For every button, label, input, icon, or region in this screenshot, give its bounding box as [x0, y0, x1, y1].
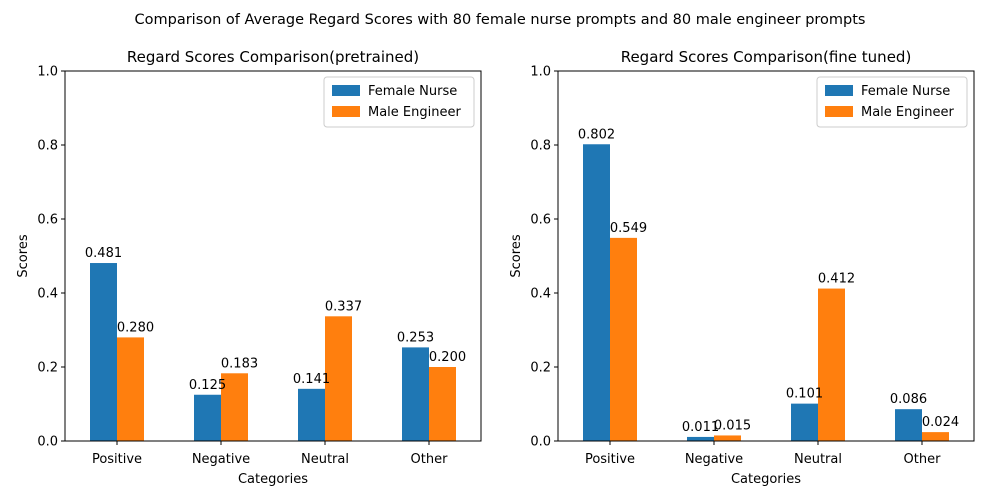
- data-label: 0.280: [117, 320, 154, 335]
- data-label: 0.481: [85, 246, 122, 261]
- legend-swatch: [825, 106, 853, 117]
- legend-swatch: [332, 106, 360, 117]
- y-tick-label: 0.2: [37, 361, 58, 376]
- y-axis-label: Scores: [16, 234, 31, 277]
- chart-title: Regard Scores Comparison(fine tuned): [621, 48, 912, 66]
- x-tick-label: Negative: [192, 452, 250, 467]
- data-label: 0.802: [578, 127, 615, 142]
- x-tick-label: Positive: [585, 452, 635, 467]
- bar-female-nurse-negative: [687, 436, 714, 441]
- bar-female-nurse-positive: [583, 144, 610, 441]
- data-label: 0.086: [890, 392, 927, 407]
- data-label: 0.141: [293, 372, 330, 387]
- bar-male-engineer-other: [922, 432, 949, 441]
- y-tick-label: 0.2: [530, 361, 551, 376]
- bar-male-engineer-negative: [714, 435, 741, 441]
- bar-female-nurse-other: [895, 409, 922, 441]
- y-tick-label: 1.0: [37, 65, 58, 80]
- y-tick-label: 0.8: [37, 139, 58, 154]
- x-tick-label: Neutral: [301, 452, 349, 467]
- x-axis-label: Categories: [731, 472, 801, 487]
- x-tick-label: Other: [411, 452, 449, 467]
- legend: Female Nurse Male Engineer: [816, 76, 968, 128]
- bar-female-nurse-other: [402, 347, 429, 441]
- x-tick-label: Other: [904, 452, 942, 467]
- x-axis-label: Categories: [238, 472, 308, 487]
- bar-female-nurse-neutral: [298, 388, 325, 441]
- y-axis-label: Scores: [509, 234, 524, 277]
- legend-label: Male Engineer: [861, 105, 954, 120]
- x-tick-label: Neutral: [794, 452, 842, 467]
- legend-box: [323, 76, 475, 128]
- bar-male-engineer-neutral: [818, 288, 845, 441]
- y-tick-label: 0.4: [37, 287, 58, 302]
- legend-label: Male Engineer: [368, 105, 461, 120]
- data-label: 0.200: [429, 350, 466, 365]
- data-label: 0.337: [325, 299, 362, 314]
- bar-male-engineer-positive: [610, 237, 637, 441]
- data-label: 0.125: [189, 378, 226, 393]
- data-label: 0.549: [610, 221, 647, 236]
- bar-female-nurse-negative: [194, 394, 221, 441]
- legend: Female Nurse Male Engineer: [323, 76, 475, 128]
- legend-swatch: [332, 85, 360, 96]
- x-tick-label: Positive: [92, 452, 142, 467]
- legend-label: Female Nurse: [861, 84, 950, 99]
- y-tick-label: 1.0: [530, 65, 551, 80]
- x-tick-label: Negative: [685, 452, 743, 467]
- y-tick-label: 0.6: [530, 213, 551, 228]
- figure-suptitle: Comparison of Average Regard Scores with…: [135, 12, 866, 28]
- data-label: 0.015: [714, 418, 751, 433]
- bar-female-nurse-neutral: [791, 403, 818, 441]
- chart-panel-2: 0.802 0.011 0.101 0.086 0.549 0.015 0.412 0.024…: [509, 48, 975, 487]
- legend-swatch: [825, 85, 853, 96]
- data-label: 0.101: [786, 387, 823, 402]
- data-label: 0.412: [818, 272, 855, 287]
- legend-label: Female Nurse: [368, 84, 457, 99]
- y-tick-label: 0.8: [530, 139, 551, 154]
- chart-title: Regard Scores Comparison(pretrained): [127, 48, 419, 66]
- bar-male-engineer-neutral: [325, 316, 352, 441]
- bar-male-engineer-negative: [221, 373, 248, 441]
- data-label: 0.183: [221, 356, 258, 371]
- bar-male-engineer-other: [429, 367, 456, 441]
- data-label: 0.253: [397, 330, 434, 345]
- axes-frame: [557, 70, 975, 442]
- chart-panel-1: 0.481 0.125 0.141 0.253 0.280 0.183 0.337 0.200…: [16, 48, 482, 487]
- y-tick-label: 0.0: [530, 435, 551, 450]
- y-tick-label: 0.0: [37, 435, 58, 450]
- axes-frame: [64, 70, 482, 442]
- bar-male-engineer-positive: [117, 337, 144, 441]
- legend-box: [816, 76, 968, 128]
- y-tick-label: 0.6: [37, 213, 58, 228]
- bar-female-nurse-positive: [90, 263, 117, 441]
- y-tick-label: 0.4: [530, 287, 551, 302]
- data-label: 0.011: [682, 420, 719, 435]
- data-label: 0.024: [922, 415, 959, 430]
